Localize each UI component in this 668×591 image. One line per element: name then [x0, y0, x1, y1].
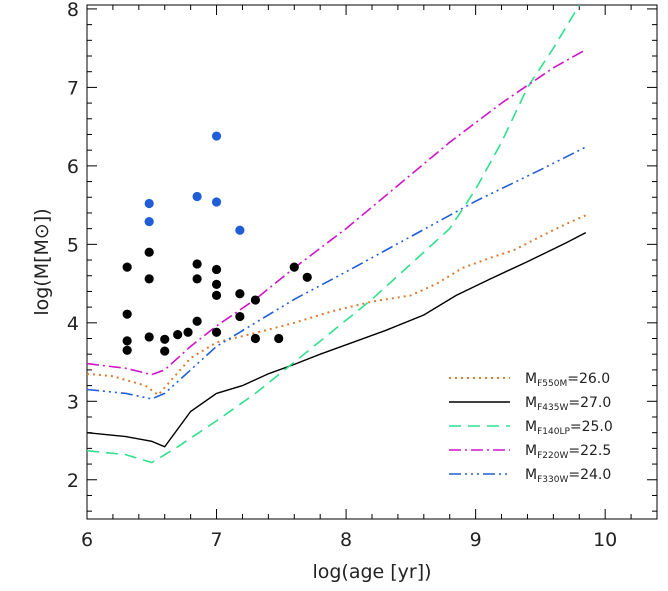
cluster-point — [122, 262, 132, 272]
y-axis-label: log(M[M⊙]) — [31, 208, 53, 315]
axis-ticks — [86, 5, 658, 519]
cluster-point — [211, 327, 222, 337]
cluster-point — [192, 316, 202, 326]
cluster-point — [192, 259, 202, 269]
cluster-point — [235, 289, 245, 299]
x-tick-label: 6 — [81, 529, 93, 551]
cluster-point — [122, 336, 132, 346]
y-tick-label: 8 — [67, 0, 79, 21]
cluster-point — [211, 279, 222, 289]
curve-f550m — [87, 214, 587, 397]
cluster-point — [183, 327, 193, 337]
legend-label: MF140LP=25.0 — [525, 419, 613, 437]
curve-f435w — [87, 231, 587, 448]
curve-f140lp — [87, 5, 580, 464]
cluster-point-blue — [211, 197, 222, 207]
cluster-point-blue — [192, 191, 202, 202]
cluster-point — [144, 274, 154, 284]
cluster-point — [122, 309, 132, 319]
y-tick-label: 3 — [67, 391, 79, 413]
cluster-point — [192, 274, 202, 284]
legend-label: MF330W=24.0 — [525, 467, 611, 485]
y-tick-label: 4 — [67, 313, 79, 335]
cluster-point — [211, 264, 222, 275]
cluster-point — [250, 333, 261, 344]
data-points — [122, 131, 312, 356]
x-tick-label: 8 — [340, 529, 352, 551]
cluster-point-blue — [235, 225, 245, 235]
plot-frame — [86, 4, 658, 520]
curves — [87, 5, 587, 464]
cluster-point — [122, 345, 132, 355]
x-axis-label: log(age [yr]) — [312, 561, 431, 583]
cluster-point — [173, 329, 183, 340]
cluster-point-blue — [144, 198, 154, 209]
cluster-point — [250, 295, 261, 305]
y-tick-label: 7 — [67, 77, 79, 99]
x-tick-label: 10 — [593, 529, 617, 551]
curve-f220w — [87, 49, 587, 376]
legend-label: MF220W=22.5 — [525, 443, 611, 461]
cluster-point — [144, 332, 154, 342]
cluster-point — [144, 247, 154, 257]
cluster-point-blue — [211, 131, 222, 141]
legend-label: MF435W=27.0 — [525, 395, 611, 413]
legend: MF550M=26.0 MF435W=27.0 MF140LP=25.0 MF220W… — [449, 371, 613, 485]
cluster-point — [160, 334, 170, 344]
y-tick-label: 6 — [67, 156, 79, 178]
cluster-point — [302, 272, 312, 282]
legend-label: MF550M=26.0 — [525, 371, 610, 389]
cluster-point — [289, 262, 299, 272]
cluster-point — [211, 290, 222, 300]
cluster-point — [274, 333, 284, 344]
curve-f330w — [87, 146, 587, 400]
cluster-point — [160, 346, 170, 356]
cluster-point-blue — [144, 216, 154, 227]
cluster-point — [235, 311, 245, 322]
tick-labels: 6 7 8 9 10 2 3 4 5 6 7 8 — [67, 0, 617, 551]
x-tick-label: 9 — [470, 529, 482, 551]
y-tick-label: 2 — [67, 470, 79, 492]
y-tick-label: 5 — [67, 234, 79, 256]
x-tick-label: 7 — [210, 529, 222, 551]
